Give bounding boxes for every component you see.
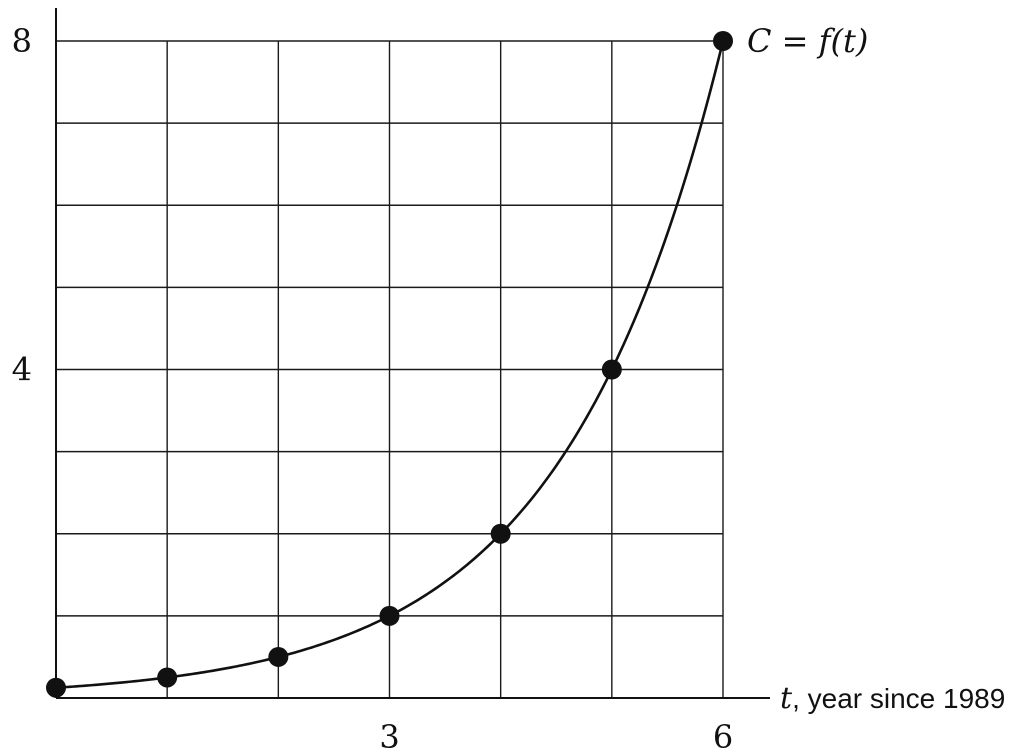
- x-axis-label-text: , year since 1989: [792, 683, 1005, 714]
- data-points: [46, 31, 733, 698]
- data-point: [268, 646, 289, 667]
- data-point: [601, 359, 622, 380]
- x-tick-label: 6: [713, 718, 733, 753]
- x-tick-label: 3: [379, 718, 399, 753]
- y-tick-label: 8: [12, 22, 32, 60]
- data-point: [379, 605, 400, 626]
- grid: [56, 40, 724, 698]
- x-axis-label: t, year since 1989: [780, 681, 1005, 716]
- data-point: [46, 677, 66, 698]
- curve-label: C = f(t): [747, 22, 868, 60]
- y-tick-label: 4: [12, 351, 32, 389]
- y-tick-labels: 48: [12, 22, 32, 389]
- data-point: [490, 523, 511, 544]
- x-axis-label-variable: t: [780, 681, 793, 716]
- data-point: [713, 31, 733, 51]
- data-point: [157, 667, 178, 688]
